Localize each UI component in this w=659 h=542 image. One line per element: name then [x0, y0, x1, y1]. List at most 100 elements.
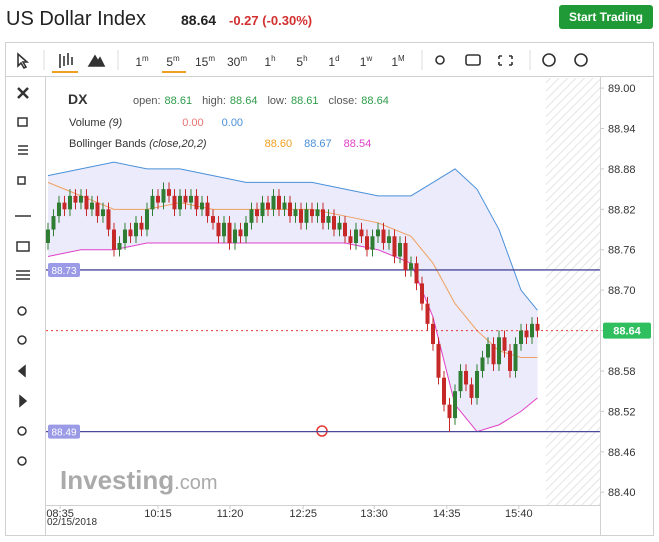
candle-body: [45, 229, 50, 244]
x-tick-label: 15:40: [505, 508, 533, 520]
price-label: 88.64: [613, 326, 641, 338]
candle-body: [95, 202, 100, 217]
title: US Dollar Index: [6, 8, 146, 30]
candle-body: [392, 236, 397, 257]
candle-body: [111, 229, 116, 250]
candle-body: [321, 209, 325, 223]
ohlc-legend: open: 88.61 high: 88.64 low: 88.61 close: 88.64: [133, 95, 389, 107]
timeframe[interactable]: 1m: [135, 54, 149, 69]
timeframe-unit: m: [240, 54, 247, 63]
candle-body: [453, 391, 458, 419]
fullscreen-icon[interactable]: [498, 55, 513, 66]
bb-value: 88.54: [344, 138, 372, 150]
watermark: Investing.com: [60, 465, 217, 495]
candle-body: [513, 344, 518, 371]
candle-body: [62, 202, 67, 210]
start-trading-button[interactable]: [559, 5, 653, 29]
candle-body: [210, 216, 215, 223]
candle-body: [365, 236, 370, 250]
area-icon[interactable]: [87, 54, 106, 67]
fib-tool-icon[interactable]: [16, 270, 30, 280]
band-fill: [47, 162, 538, 432]
timeframe-number: 1: [328, 55, 335, 69]
rect-tool-icon[interactable]: [16, 241, 30, 252]
volume-legend: Volume (9) 0.00 0.00: [69, 117, 243, 129]
timeframe-number: 30: [227, 55, 241, 69]
candle-body: [475, 370, 480, 398]
candle-body: [381, 229, 386, 244]
candle-body: [287, 202, 292, 217]
candle-body: [508, 350, 513, 371]
candle-body: [337, 222, 342, 230]
level-label-bg: [48, 424, 80, 439]
candle-body: [298, 209, 303, 223]
cursor-icon[interactable]: [17, 52, 30, 70]
band-upper: [47, 161, 538, 311]
download-icon[interactable]: [542, 53, 556, 67]
ohlc-label: low:: [267, 95, 287, 107]
timeframe[interactable]: 30m: [227, 54, 247, 69]
y-tick-label: 88.70: [608, 285, 636, 297]
candle-body: [194, 195, 199, 210]
candle-body: [260, 202, 265, 217]
timeframe[interactable]: 1M: [391, 54, 405, 69]
x-tick-label: 11:20: [217, 508, 244, 520]
forward-icon[interactable]: [19, 394, 28, 408]
timeframe[interactable]: 1w: [360, 54, 373, 69]
candle-body: [519, 330, 524, 345]
candle-body: [188, 195, 193, 203]
timeframe-number: 1: [360, 55, 367, 69]
bb-label: Bollinger Bands: [69, 138, 147, 150]
close-icon[interactable]: [17, 87, 29, 99]
candle-body: [177, 195, 182, 210]
timeframe[interactable]: 5h: [296, 54, 307, 69]
candle-body: [387, 236, 392, 244]
candle-body: [370, 236, 375, 250]
candle-body: [161, 189, 166, 203]
candle-body: [100, 209, 105, 217]
candles-icon[interactable]: [59, 53, 73, 68]
back-icon[interactable]: [17, 364, 26, 378]
candle-body: [524, 330, 529, 338]
candle-body: [216, 222, 221, 237]
side-toolbar: [15, 87, 31, 466]
change: -0.27 (-0.30%): [229, 13, 312, 28]
tool-icon[interactable]: [17, 117, 28, 127]
upload-icon[interactable]: [574, 53, 588, 67]
camera-icon[interactable]: [465, 54, 481, 66]
zoom-out-icon[interactable]: [17, 335, 27, 345]
candle-body: [122, 229, 127, 244]
candle-body: [464, 370, 469, 385]
tool-icon[interactable]: [17, 426, 27, 436]
candle-body: [205, 202, 210, 217]
candle-body: [227, 222, 232, 244]
symbol: DX: [68, 91, 88, 107]
candle-body: [56, 202, 61, 217]
candle-body: [343, 222, 348, 237]
candle-body: [117, 243, 122, 250]
ohlc-value: 88.61: [165, 95, 193, 107]
candle-body: [354, 229, 359, 244]
widget-frame: [5, 42, 654, 536]
volume-value: 0.00: [182, 117, 203, 129]
tool-icon[interactable]: [17, 456, 27, 466]
timeframe[interactable]: 1h: [264, 54, 275, 69]
zoom-in-icon[interactable]: [17, 306, 27, 316]
price-label-bg: [603, 322, 651, 339]
candle-body: [497, 337, 502, 365]
settings-icon[interactable]: [435, 55, 445, 65]
watermark-domain: .com: [174, 472, 217, 494]
timeframe[interactable]: 5m: [166, 54, 180, 69]
candle-body: [221, 222, 226, 237]
ohlc-value: 88.64: [230, 95, 258, 107]
price: 88.64: [181, 12, 216, 28]
timeframe[interactable]: 1d: [328, 54, 339, 69]
timeframe[interactable]: 15m: [195, 54, 215, 69]
x-tick-label: 14:35: [433, 508, 461, 520]
tool-icon[interactable]: [18, 145, 28, 155]
timeframe-unit: m: [142, 54, 149, 63]
candle-body: [315, 209, 320, 217]
tool-icon[interactable]: [17, 176, 26, 185]
bb-param: (close,20,2): [149, 138, 207, 150]
